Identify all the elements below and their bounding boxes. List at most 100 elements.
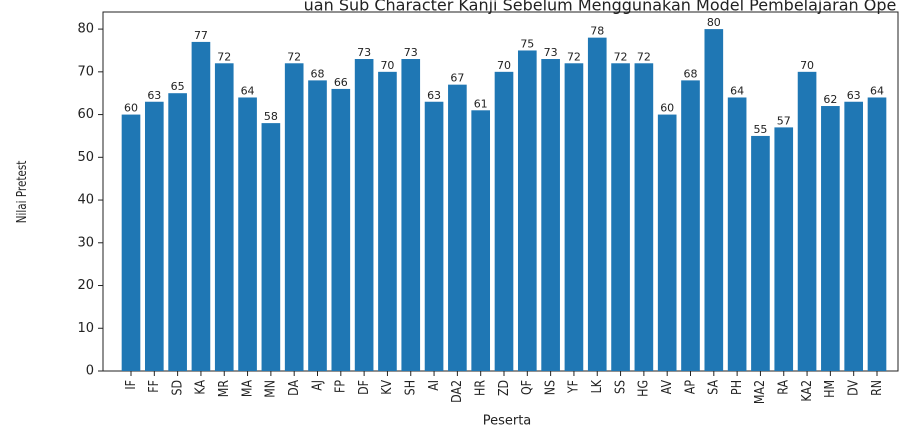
y-tick-label: 40 — [77, 193, 94, 208]
value-label: 61 — [474, 97, 488, 110]
value-label: 70 — [800, 59, 814, 72]
chart-title: uan Sub Character Kanji Sebelum Mengguna… — [304, 0, 897, 15]
bar — [448, 84, 467, 372]
x-tick-label: FP — [333, 380, 348, 393]
x-tick-label: SH — [403, 380, 418, 395]
x-tick-label: AI — [426, 380, 441, 391]
bar — [634, 63, 654, 372]
bar — [821, 106, 840, 372]
bar — [331, 88, 351, 371]
bar — [378, 71, 397, 371]
x-tick-label: ZD — [496, 380, 511, 396]
bar — [517, 50, 537, 371]
bar — [424, 101, 444, 371]
x-tick-label: LK — [589, 379, 604, 393]
x-tick-label: SD — [170, 380, 185, 396]
value-label: 55 — [753, 123, 767, 136]
value-label: 66 — [334, 76, 348, 89]
bar — [587, 37, 607, 372]
x-tick-label: MA — [239, 379, 254, 397]
value-label: 73 — [544, 46, 558, 59]
bar — [727, 97, 747, 371]
x-tick-label: KV — [379, 379, 394, 394]
y-tick-label: 0 — [86, 364, 94, 379]
bar — [704, 29, 724, 371]
x-tick-label: SA — [706, 379, 721, 394]
value-label: 64 — [730, 84, 744, 97]
value-label: 63 — [847, 89, 861, 102]
value-label: 70 — [380, 59, 394, 72]
x-tick-label: MN — [263, 380, 278, 398]
x-tick-label: QF — [519, 380, 534, 395]
value-label: 68 — [684, 67, 698, 80]
bar — [681, 80, 700, 371]
y-tick-label: 60 — [77, 107, 94, 122]
y-axis-label: Nilai Pretest — [14, 160, 29, 223]
bar — [308, 80, 327, 371]
value-label: 60 — [660, 102, 674, 115]
bar — [284, 63, 304, 372]
bar — [494, 71, 514, 371]
value-label: 68 — [311, 67, 325, 80]
y-tick-label: 20 — [77, 278, 94, 293]
x-tick-label: KA2 — [799, 380, 814, 402]
bar — [144, 101, 164, 371]
x-tick-label: MA2 — [752, 380, 767, 404]
bar — [354, 59, 374, 372]
value-label: 63 — [427, 89, 441, 102]
value-label: 72 — [287, 50, 301, 63]
value-label: 63 — [147, 89, 161, 102]
x-tick-label: PH — [729, 380, 744, 395]
value-label: 67 — [450, 72, 464, 85]
value-label: 80 — [707, 16, 721, 29]
x-tick-label: RA — [776, 379, 791, 394]
y-tick-label: 50 — [77, 150, 94, 165]
x-tick-label: KA — [193, 379, 208, 394]
value-label: 75 — [520, 37, 534, 50]
y-tick-label: 80 — [77, 22, 94, 37]
x-tick-label: FF — [146, 380, 161, 393]
bar — [238, 97, 257, 371]
bar — [471, 110, 491, 372]
value-label: 78 — [590, 25, 604, 38]
value-label: 73 — [357, 46, 371, 59]
x-tick-label: DF — [356, 380, 371, 395]
x-tick-label: DA2 — [449, 380, 464, 403]
bar — [751, 135, 770, 371]
x-tick-label: HM — [822, 380, 837, 398]
x-axis-label: Peserta — [483, 414, 532, 429]
x-tick-label: DV — [846, 379, 861, 396]
value-label: 64 — [870, 84, 884, 97]
value-label: 57 — [777, 114, 791, 127]
value-label: 62 — [823, 93, 837, 106]
value-label: 72 — [614, 50, 628, 63]
x-tick-label: YF — [566, 380, 581, 394]
value-label: 72 — [217, 50, 231, 63]
bar — [121, 114, 141, 372]
bar — [401, 59, 421, 372]
bar — [657, 114, 677, 372]
value-label: 77 — [194, 29, 208, 42]
bar — [541, 59, 560, 372]
bar — [564, 63, 584, 372]
bar — [844, 101, 864, 371]
bar — [214, 63, 234, 372]
value-label: 72 — [637, 50, 651, 63]
x-tick-label: HG — [636, 380, 651, 397]
value-label: 73 — [404, 46, 418, 59]
bar — [261, 123, 281, 371]
bar — [168, 93, 187, 371]
x-tick-label: AP — [682, 380, 697, 394]
x-tick-label: IF — [123, 380, 138, 390]
value-label: 70 — [497, 59, 511, 72]
bar — [797, 71, 817, 371]
x-tick-label: DA — [286, 379, 301, 396]
x-tick-label: HR — [473, 379, 488, 396]
bar — [774, 127, 794, 372]
value-label: 64 — [241, 84, 255, 97]
x-tick-label: AV — [659, 379, 674, 394]
bar — [611, 63, 630, 372]
x-tick-label: AJ — [309, 380, 324, 391]
bar — [867, 97, 887, 371]
